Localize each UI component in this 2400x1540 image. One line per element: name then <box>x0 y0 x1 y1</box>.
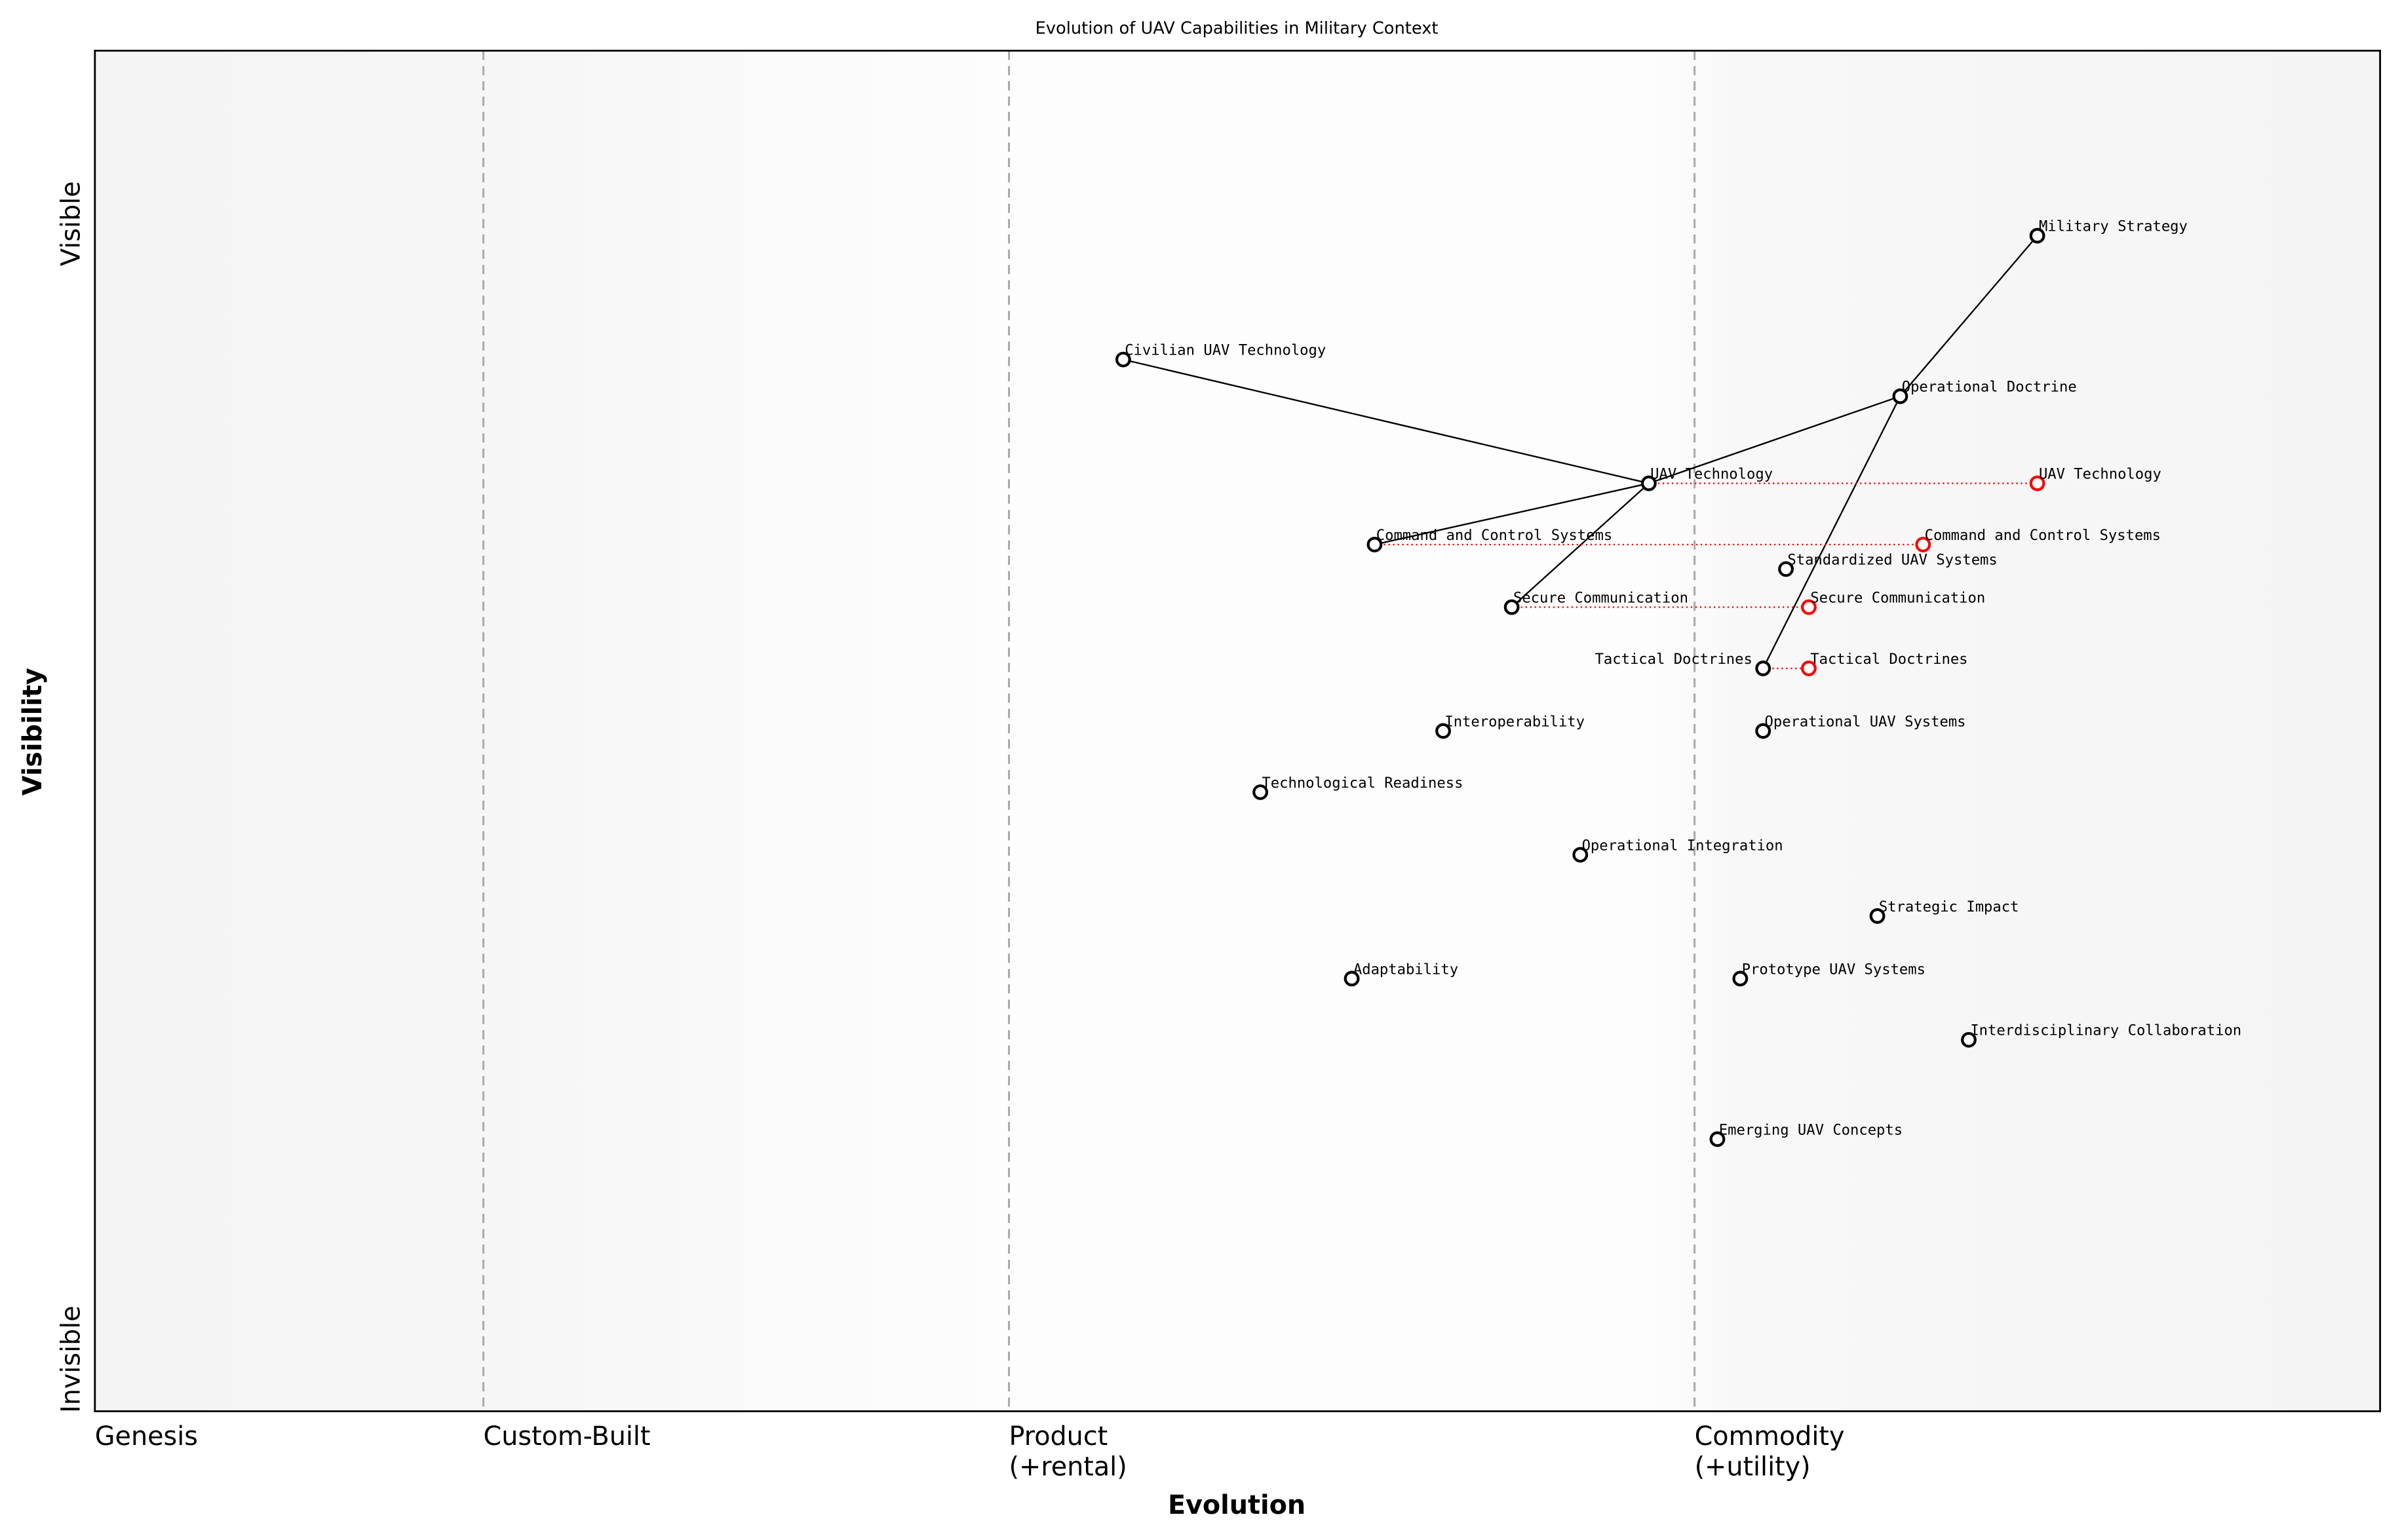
component-label: UAV Technology <box>1650 466 1773 483</box>
y-tick-invisible: Invisible <box>56 1305 86 1413</box>
dependency-link <box>1762 396 1901 669</box>
component-label: Technological Readiness <box>1262 775 1463 792</box>
component-node[interactable] <box>1732 971 1749 987</box>
evolved-node[interactable] <box>1801 599 1817 615</box>
y-tick-visible: Visible <box>56 181 86 266</box>
y-axis-label: Visibility <box>18 668 48 796</box>
evolved-label: Command and Control Systems <box>1925 527 2161 544</box>
evolved-node[interactable] <box>1801 661 1817 676</box>
stage-label: Genesis <box>95 1421 198 1452</box>
component-node[interactable] <box>1869 908 1886 924</box>
component-label: Standardized UAV Systems <box>1787 551 1997 568</box>
component-label: Command and Control Systems <box>1376 527 1612 544</box>
component-node[interactable] <box>1778 561 1794 577</box>
component-label: Interoperability <box>1444 713 1585 730</box>
component-label: Military Strategy <box>2039 218 2188 235</box>
dependency-link <box>1511 482 1650 608</box>
component-node[interactable] <box>1709 1131 1726 1147</box>
component-node[interactable] <box>1115 351 1131 368</box>
dependency-links <box>1123 235 2038 669</box>
component-label: Emerging UAV Concepts <box>1719 1121 1903 1138</box>
component-label: Tactical Doctrines <box>1595 651 1752 668</box>
component-node[interactable] <box>1252 784 1268 800</box>
x-axis-label: Evolution <box>1168 1490 1306 1520</box>
component-node[interactable] <box>1755 723 1771 739</box>
plot-background <box>94 50 2380 1412</box>
stage-label: Commodity (+utility) <box>1695 1421 1845 1482</box>
stage-lines <box>482 50 1696 1412</box>
stage-label: Product (+rental) <box>1009 1421 1127 1482</box>
component-label: Operational UAV Systems <box>1765 713 1966 730</box>
chart-title: Evolution of UAV Capabilities in Militar… <box>1035 19 1439 39</box>
dependency-link <box>1123 358 1650 484</box>
dependency-link <box>1899 235 2038 397</box>
component-label: Strategic Impact <box>1879 898 2019 915</box>
dependency-link <box>1648 395 1901 484</box>
component-node[interactable] <box>1435 723 1451 739</box>
component-node[interactable] <box>2029 227 2045 244</box>
component-node[interactable] <box>1344 971 1360 987</box>
component-node[interactable] <box>1640 475 1657 491</box>
component-label: Interdisciplinary Collaboration <box>1970 1022 2241 1039</box>
evolved-label: Secure Communication <box>1810 590 1985 607</box>
nodes: Military Strategy Civilian UAV Technology… <box>1115 218 2241 1147</box>
component-label: Adaptability <box>1353 961 1458 978</box>
component-node[interactable] <box>1366 537 1383 552</box>
evolved-node[interactable] <box>1915 537 1931 552</box>
component-label: Secure Communication <box>1513 590 1688 607</box>
component-node[interactable] <box>1961 1031 1977 1048</box>
component-label: Prototype UAV Systems <box>1742 961 1926 978</box>
component-node[interactable] <box>1892 388 1908 404</box>
component-node[interactable] <box>1572 847 1589 863</box>
component-node[interactable] <box>1755 661 1771 676</box>
dependency-link <box>1374 482 1650 546</box>
evolved-node[interactable] <box>2029 475 2045 491</box>
evolved-label: UAV Technology <box>2039 466 2161 483</box>
plot-frame <box>94 49 2382 1412</box>
component-node[interactable] <box>1503 599 1520 615</box>
stage-label: Custom-Built <box>484 1421 651 1452</box>
component-label: Operational Integration <box>1582 837 1783 854</box>
stage-labels: Genesis Custom-Built Product (+rental) Commo… <box>95 1421 1845 1482</box>
evolved-label: Tactical Doctrines <box>1810 651 1967 668</box>
component-label: Operational Doctrine <box>1902 379 2077 396</box>
component-label: Civilian UAV Technology <box>1125 342 1326 359</box>
